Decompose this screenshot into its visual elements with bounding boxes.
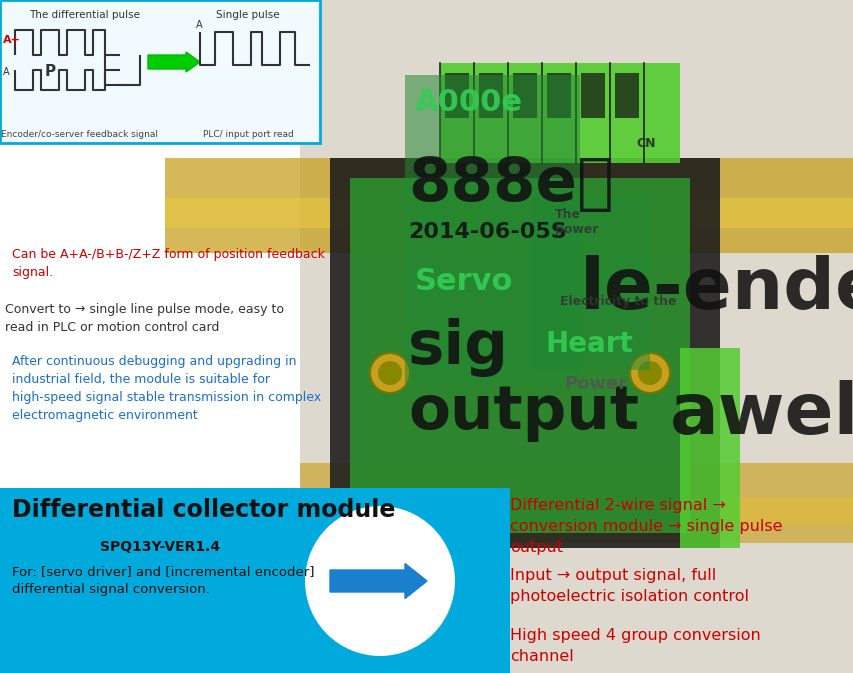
Bar <box>350 178 689 533</box>
Bar <box>679 348 740 548</box>
Circle shape <box>630 353 670 393</box>
Text: output: output <box>408 383 638 442</box>
Text: Encoder/co-server feedback signal: Encoder/co-server feedback signal <box>2 130 159 139</box>
Bar <box>614 73 638 118</box>
Bar <box>439 63 679 163</box>
Circle shape <box>369 353 409 393</box>
Text: Input → output signal, full
photoelectric isolation control: Input → output signal, full photoelectri… <box>509 568 748 604</box>
Text: le-ended: le-ended <box>579 255 853 324</box>
Text: Heart: Heart <box>545 330 633 358</box>
Bar <box>329 528 460 568</box>
Text: A000e: A000e <box>415 88 522 117</box>
Text: P: P <box>45 65 56 79</box>
Text: A: A <box>196 20 202 30</box>
Text: CN: CN <box>635 137 655 150</box>
FancyArrow shape <box>329 563 426 598</box>
Bar <box>165 198 853 228</box>
Text: PLC/ input port read: PLC/ input port read <box>202 130 293 139</box>
Text: The differential pulse: The differential pulse <box>30 10 141 20</box>
Text: Differential collector module: Differential collector module <box>12 498 395 522</box>
Bar <box>580 73 604 118</box>
Text: High speed 4 group conversion
channel: High speed 4 group conversion channel <box>509 628 760 664</box>
FancyArrow shape <box>148 52 200 72</box>
Bar <box>299 463 853 543</box>
Bar <box>547 73 571 118</box>
Text: The
power: The power <box>554 208 598 236</box>
Text: Power: Power <box>563 375 626 393</box>
Bar <box>479 73 502 118</box>
Text: Convert to → single line pulse mode, easy to
read in PLC or motion control card: Convert to → single line pulse mode, eas… <box>5 303 284 334</box>
Bar <box>350 178 689 533</box>
Bar <box>404 75 579 385</box>
Bar <box>530 195 649 370</box>
Text: Can be A+A-/B+B-/Z+Z form of position feedback
signal.: Can be A+A-/B+B-/Z+Z form of position fe… <box>12 248 324 279</box>
Text: 888e。: 888e。 <box>408 155 613 214</box>
Text: A: A <box>3 67 9 77</box>
Text: 2014-06-05S: 2014-06-05S <box>408 222 566 242</box>
Text: SPQ13Y-VER1.4: SPQ13Y-VER1.4 <box>100 540 220 554</box>
Circle shape <box>305 506 455 656</box>
Text: Differential 2-wire signal →
conversion module → single pulse
output: Differential 2-wire signal → conversion … <box>509 498 781 555</box>
Bar <box>165 158 853 253</box>
Text: A+: A+ <box>3 35 20 45</box>
Text: For: [servo driver] and [incremental encoder]
differential signal conversion.: For: [servo driver] and [incremental enc… <box>12 565 314 596</box>
Text: awell: awell <box>670 380 853 449</box>
Bar <box>299 0 853 673</box>
Circle shape <box>378 361 402 385</box>
Bar <box>299 497 853 525</box>
Bar <box>329 158 719 548</box>
Bar <box>513 73 537 118</box>
Bar <box>0 488 509 673</box>
Text: sig: sig <box>408 318 508 377</box>
Text: Single pulse: Single pulse <box>216 10 280 20</box>
Text: After continuous debugging and upgrading in
industrial field, the module is suit: After continuous debugging and upgrading… <box>12 355 321 422</box>
Circle shape <box>637 361 661 385</box>
Bar <box>444 73 468 118</box>
Text: Servo: Servo <box>415 267 513 296</box>
Bar <box>0 0 320 143</box>
Text: Electricity to the: Electricity to the <box>560 295 676 308</box>
